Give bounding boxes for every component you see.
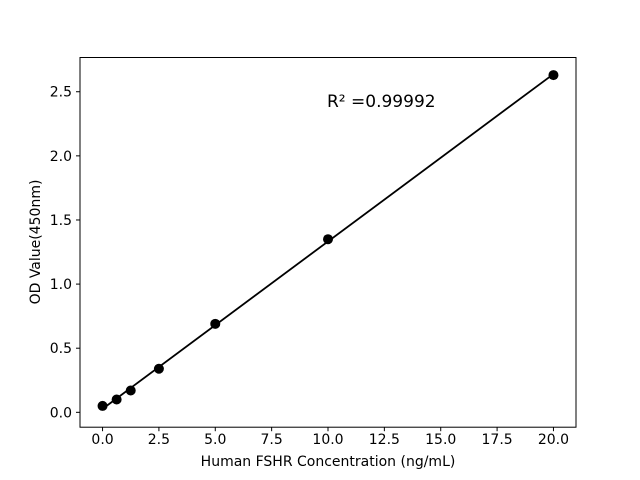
- y-tick-label: 2.0: [50, 149, 72, 165]
- x-tick-label: 10.0: [312, 432, 343, 448]
- data-point: [210, 318, 221, 329]
- data-point: [323, 234, 333, 245]
- x-tick-label: 2.5: [148, 432, 170, 448]
- data-point: [153, 363, 164, 374]
- x-tick-label: 7.5: [261, 432, 283, 448]
- y-tick-label: 1.0: [50, 277, 72, 293]
- data-point: [97, 400, 108, 411]
- y-tick-label: 0.0: [50, 405, 72, 421]
- x-tick-label: 20.0: [538, 432, 569, 448]
- y-tick-label: 0.5: [50, 341, 72, 357]
- data-point: [111, 394, 122, 405]
- x-tick-label: 12.5: [369, 432, 400, 448]
- y-tick-label: 1.5: [50, 213, 72, 229]
- y-axis-label: OD Value(450nm): [28, 179, 44, 305]
- y-tick-label: 2.5: [50, 85, 72, 101]
- data-point: [125, 385, 136, 396]
- x-tick-label: 17.5: [482, 432, 513, 448]
- data-point: [548, 70, 559, 81]
- x-axis-label: Human FSHR Concentration (ng/mL): [200, 454, 456, 470]
- x-tick-label: 5.0: [204, 432, 226, 448]
- x-tick-label: 15.0: [425, 432, 456, 448]
- r-squared-annotation: R² =0.99992: [327, 92, 436, 112]
- x-tick-label: 0.0: [91, 432, 113, 448]
